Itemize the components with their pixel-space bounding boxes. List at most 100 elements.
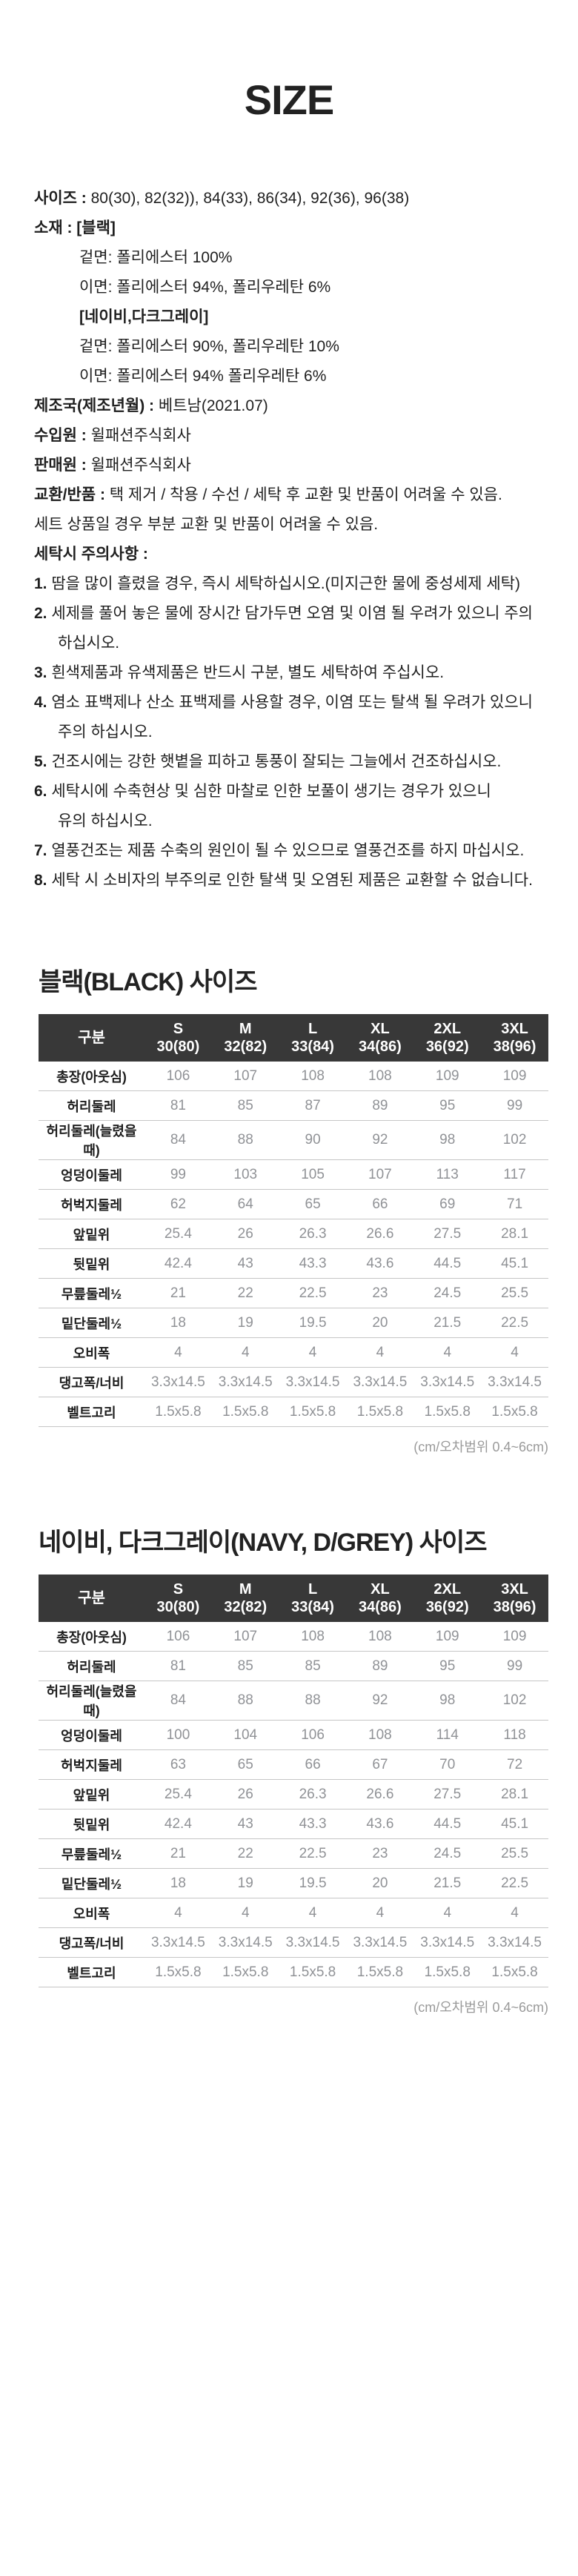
size-value: 88 [279,1681,347,1721]
column-header-size: 구분 [78,1590,105,1606]
size-value: 4 [481,1898,548,1928]
info-line-label: 수입원 : [34,427,91,444]
care-item-number: 2. [34,605,47,622]
size-value: 27.5 [413,1219,482,1249]
size-value: 65 [211,1749,279,1780]
size-value: 1.5x5.8 [144,1957,212,1987]
info-line-label: 세탁시 주의사항 : [34,546,148,563]
size-value: 3.3x14.5 [211,1927,279,1958]
size-value: 62 [144,1189,212,1219]
column-header-size: 3XL [501,1021,528,1037]
table-row: 허벅지둘레 63 65 66 67 70 72 [39,1749,548,1780]
info-line: 겉면: 폴리에스터 90%, 폴리우레탄 10% [79,338,339,355]
size-value: 100 [144,1720,212,1750]
care-item: 1. 땀을 많이 흘렸을 경우, 즉시 세탁하십시오.(미지근한 물에 중성세제… [34,575,520,592]
size-value: 66 [279,1749,347,1780]
info-line: 소재 : [블랙] [34,213,548,243]
size-value: 81 [144,1090,212,1121]
size-value: 63 [144,1749,212,1780]
row-label: 총장(아웃심) [39,1062,144,1091]
column-header: M 32(82) [211,1575,279,1622]
table-header: 구분 S 30(80) M 32(82) L 33(84) XL 34(86) 2XL 36(92)… [39,1014,548,1062]
size-value: 117 [481,1159,548,1190]
table-row: 허벅지둘레 62 64 65 66 69 71 [39,1189,548,1219]
table-row: 무릎둘레½ 21 22 22.5 23 24.5 25.5 [39,1278,548,1308]
column-header-size: L [308,1581,318,1597]
size-value: 70 [413,1749,482,1780]
info-line: 이면: 폴리에스터 94% 폴리우레탄 6% [79,368,327,385]
size-value: 72 [481,1749,548,1780]
size-value: 25.5 [481,1278,548,1308]
column-header-measure: 33(84) [291,1039,334,1055]
size-value: 3.3x14.5 [346,1927,414,1958]
size-value: 22.5 [481,1868,548,1898]
column-header: 3XL 38(96) [481,1014,548,1062]
size-value: 43.6 [346,1809,414,1839]
size-value: 21 [144,1278,212,1308]
size-value: 1.5x5.8 [481,1957,548,1987]
size-value: 3.3x14.5 [144,1367,212,1397]
size-value: 4 [346,1898,414,1928]
size-value: 22 [211,1838,279,1869]
care-item-number: 4. [34,694,47,711]
column-header-measure: 32(82) [224,1599,268,1615]
info-line: 판매원 : 윌패션주식회사 [34,457,191,474]
size-value: 4 [211,1898,279,1928]
size-value: 95 [413,1651,482,1681]
column-header: M 32(82) [211,1014,279,1062]
table-header-row: 구분 S 30(80) M 32(82) L 33(84) XL 34(86) 2XL 36(92)… [39,1575,548,1622]
info-line-label: 제조국(제조년월) : [34,397,159,414]
row-label: 앞밑위 [39,1219,144,1249]
info-line-label: 교환/반품 : [34,486,110,503]
care-item-number: 3. [34,664,47,681]
care-item: 3. 흰색제품과 유색제품은 반드시 구분, 별도 세탁하여 주십시오. [34,664,445,681]
size-value: 108 [279,1062,347,1091]
table-row: 벨트고리 1.5x5.8 1.5x5.8 1.5x5.8 1.5x5.8 1.5x5.8 1… [39,1957,548,1987]
size-value: 85 [211,1651,279,1681]
row-label: 허리둘레 [39,1090,144,1121]
column-header: 3XL 38(96) [481,1575,548,1622]
page-title: SIZE [244,76,334,123]
table-row: 총장(아웃심) 106 107 108 108 109 109 [39,1062,548,1091]
size-value: 19.5 [279,1868,347,1898]
size-value: 22.5 [279,1838,347,1869]
size-value: 44.5 [413,1809,482,1839]
size-value: 21.5 [413,1308,482,1338]
size-value: 25.5 [481,1838,548,1869]
table-row: 허리둘레 81 85 87 89 95 99 [39,1090,548,1121]
column-header-measure: 38(96) [493,1599,537,1615]
info-line: 사이즈 : 80(30), 82(32)), 84(33), 86(34), 9… [34,190,410,207]
column-header-size: 2XL [434,1021,462,1037]
table-row: 오비폭 4 4 4 4 4 4 [39,1898,548,1928]
size-value: 3.3x14.5 [481,1927,548,1958]
size-value: 18 [144,1308,212,1338]
size-value: 43.3 [279,1809,347,1839]
size-value: 106 [279,1720,347,1750]
info-line-label: [네이비,다크그레이] [79,308,209,325]
column-header: 구분 [39,1575,144,1622]
size-value: 92 [346,1681,414,1721]
size-value: 20 [346,1868,414,1898]
row-label: 벨트고리 [39,1397,144,1427]
table-row: 허리둘레 81 85 85 89 95 99 [39,1651,548,1681]
table-row: 엉덩이둘레 100 104 106 108 114 118 [39,1720,548,1750]
table-row: 뒷밑위 42.4 43 43.3 43.6 44.5 45.1 [39,1248,548,1279]
info-line: 세탁시 주의사항 : [34,540,548,569]
column-header: 2XL 36(92) [413,1575,482,1622]
size-value: 3.3x14.5 [279,1367,347,1397]
size-value: 3.3x14.5 [481,1367,548,1397]
size-value: 22.5 [481,1308,548,1338]
row-label: 허리둘레 [39,1651,144,1681]
size-value: 99 [144,1159,212,1190]
size-value: 43 [211,1248,279,1279]
care-item: 6. 세탁시에 수축현상 및 심한 마찰로 인한 보풀이 생기는 경우가 있으니… [34,783,491,830]
column-header: XL 34(86) [346,1014,414,1062]
size-value: 27.5 [413,1779,482,1810]
size-value: 105 [279,1159,347,1190]
row-label: 오비폭 [39,1337,144,1368]
size-value: 1.5x5.8 [346,1397,414,1427]
care-item-number: 6. [34,783,47,800]
column-header: L 33(84) [279,1575,347,1622]
row-label: 댕고폭/너비 [39,1927,144,1958]
size-value: 84 [144,1681,212,1721]
